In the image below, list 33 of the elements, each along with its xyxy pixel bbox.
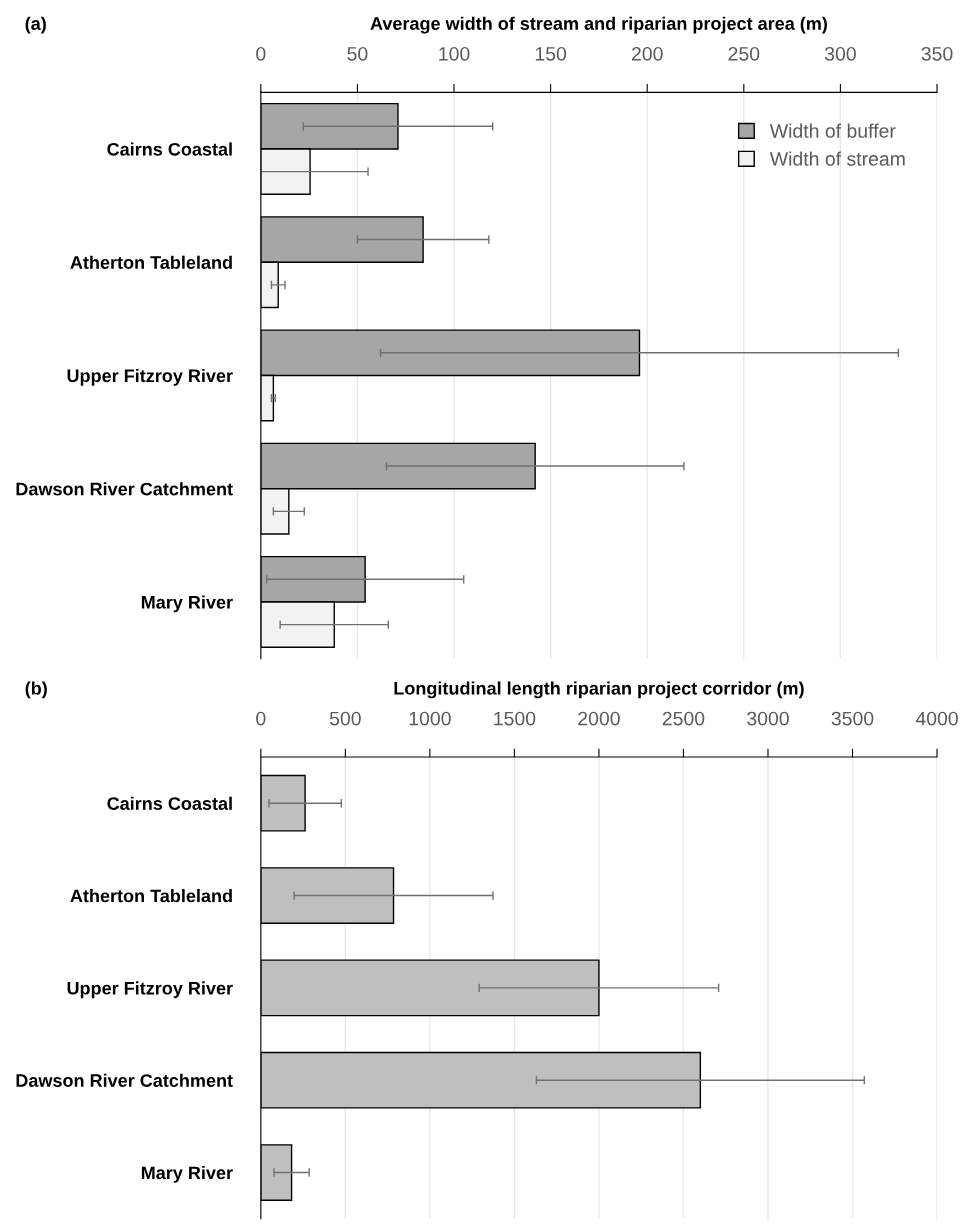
x-tick-label: 500 bbox=[329, 711, 361, 726]
x-tick-label: 0 bbox=[256, 711, 266, 726]
x-tick-label: 2500 bbox=[662, 711, 705, 726]
y-tick-label: Cairns Coastal bbox=[107, 796, 232, 810]
chart-title: Average width of stream and riparian project area (m) bbox=[370, 16, 827, 34]
x-tick-label: 200 bbox=[631, 46, 663, 61]
x-tick-label: 300 bbox=[824, 46, 856, 61]
x-tick-label: 100 bbox=[439, 46, 470, 61]
x-tick-label: 50 bbox=[347, 46, 368, 61]
x-tick-label: 350 bbox=[921, 46, 953, 61]
y-tick-label: Atherton Tableland bbox=[70, 255, 232, 269]
legend-label: Width of buffer bbox=[769, 123, 896, 138]
x-tick-label: 3000 bbox=[747, 711, 789, 726]
y-tick-label: Mary River bbox=[141, 1165, 233, 1183]
y-tick-label: Dawson River Catchment bbox=[16, 482, 233, 496]
x-tick-label: 150 bbox=[535, 46, 567, 61]
y-tick-label: Cairns Coastal bbox=[107, 142, 232, 156]
y-tick-label: Atherton Tableland bbox=[70, 889, 232, 903]
y-tick-label: Upper Fitzroy River bbox=[67, 368, 233, 386]
y-tick-label: Dawson River Catchment bbox=[16, 1073, 233, 1087]
x-tick-label: 0 bbox=[256, 46, 266, 61]
x-tick-label: 2000 bbox=[578, 711, 620, 726]
x-tick-label: 3500 bbox=[831, 711, 874, 726]
text: (a) bbox=[25, 16, 46, 34]
y-tick-label: Mary River bbox=[141, 595, 233, 613]
x-tick-label: 1500 bbox=[494, 711, 536, 726]
x-tick-label: 1000 bbox=[409, 711, 451, 726]
x-tick-label: 4000 bbox=[915, 711, 958, 726]
x-tick-label: 250 bbox=[728, 46, 760, 61]
y-tick-label: Upper Fitzroy River bbox=[67, 981, 233, 999]
legend-label: Width of stream bbox=[769, 151, 905, 166]
text: (b) bbox=[25, 681, 47, 699]
chart-title: Longitudinal length riparian project corridor (m) bbox=[394, 681, 804, 699]
